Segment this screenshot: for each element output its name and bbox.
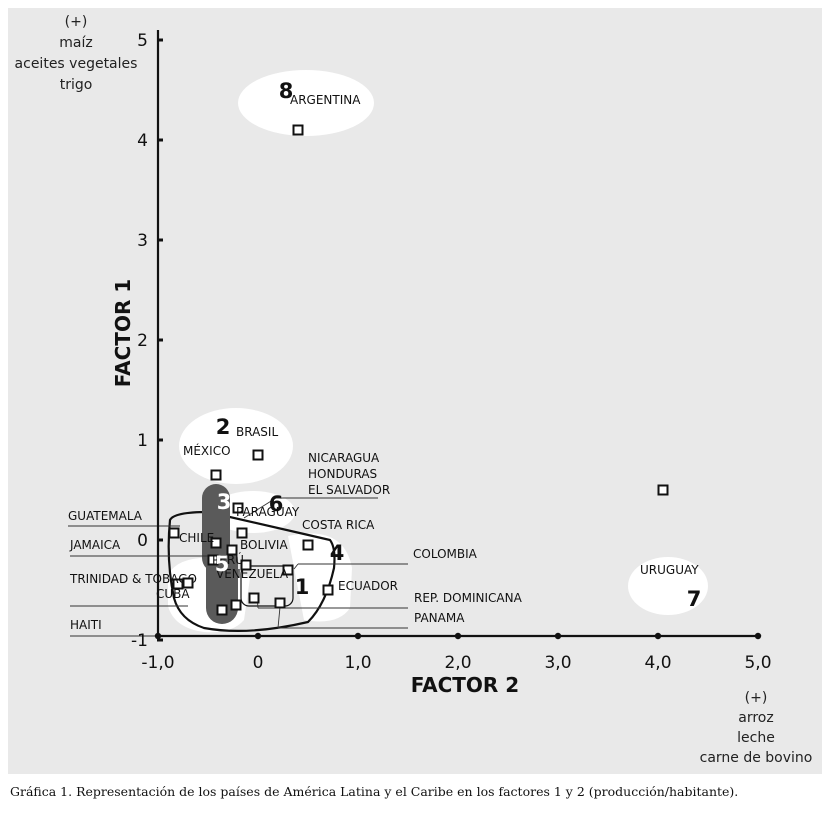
point-bolivia bbox=[226, 544, 238, 556]
point-jamaica bbox=[207, 554, 219, 566]
label-ecuador: ECUADOR bbox=[338, 579, 398, 593]
x-positive-note-line: (+) bbox=[745, 690, 768, 706]
figure-caption: Gráfica 1. Representación de los países … bbox=[10, 784, 739, 799]
label-jamaica: JAMAICA bbox=[69, 538, 121, 552]
axis-notes: (+) maíz aceites vegetales trigo (+) arroz lec… bbox=[15, 14, 813, 766]
cluster-2-region bbox=[179, 408, 293, 484]
label-argentina: ARGENTINA bbox=[290, 93, 361, 107]
x-ticks: -1,0 0 1,0 2,0 3,0 4,0 5,0 bbox=[141, 632, 772, 673]
y-tick-label: 4 bbox=[137, 131, 148, 151]
x-tick-label: 1,0 bbox=[344, 653, 371, 673]
label-uruguay: URUGUAY bbox=[640, 563, 699, 577]
cluster-8-region bbox=[238, 70, 374, 136]
point-rep-dominicana bbox=[248, 592, 260, 604]
x-tick-mark bbox=[654, 632, 662, 640]
scatter-chart: 5 4 3 2 1 0 -1 -1,0 0 1,0 2,0 3,0 4,0 5,0 FACTOR 1 F… bbox=[15, 14, 813, 766]
point-chile bbox=[210, 537, 222, 549]
point-cuba bbox=[182, 577, 194, 589]
group-number-2: 2 bbox=[216, 415, 231, 439]
x-tick-label: 5,0 bbox=[744, 653, 771, 673]
label-colombia: COLOMBIA bbox=[413, 547, 478, 561]
label-venezuela: VENEZUELA bbox=[216, 567, 289, 581]
label-trinidad-tobago: TRINIDAD & TOBAGO bbox=[69, 572, 197, 586]
group-number-8: 8 bbox=[279, 79, 294, 103]
y-positive-note-line: maíz bbox=[59, 35, 92, 51]
y-tick-label: 3 bbox=[137, 231, 148, 251]
label-brasil: BRASIL bbox=[236, 425, 278, 439]
leader-line bbox=[293, 563, 299, 570]
group-number-4: 4 bbox=[330, 541, 345, 565]
label-costa-rica: COSTA RICA bbox=[302, 518, 375, 532]
point-venezuela bbox=[240, 559, 252, 571]
point-haiti bbox=[230, 599, 242, 611]
x-tick-mark bbox=[254, 632, 262, 640]
x-tick-mark bbox=[154, 632, 162, 640]
point-ecuador bbox=[322, 584, 334, 596]
point-uruguay bbox=[657, 484, 669, 496]
y-axis-title: FACTOR 1 bbox=[111, 279, 135, 387]
y-tick-label: 5 bbox=[137, 31, 148, 51]
x-tick-label: 2,0 bbox=[444, 653, 471, 673]
cluster-1-inner-region bbox=[240, 565, 294, 607]
x-tick-label: -1,0 bbox=[141, 653, 174, 673]
label-haiti: HAITI bbox=[70, 618, 102, 632]
x-tick-mark bbox=[354, 632, 362, 640]
x-positive-note-line: arroz bbox=[738, 710, 773, 726]
group-number-1: 1 bbox=[295, 575, 310, 599]
label-panama: PANAMA bbox=[414, 611, 465, 625]
point-panama bbox=[274, 597, 286, 609]
leader-line bbox=[277, 606, 281, 629]
label-leader-lines bbox=[68, 497, 408, 637]
label-paraguay: PARAGUAY bbox=[236, 505, 300, 519]
country-points: ARGENTINA BRASIL MÉXICO NICARAGUA HONDURAS EL… bbox=[68, 93, 699, 632]
point-nicaragua bbox=[232, 502, 244, 514]
group-numbers: 1 2 3 4 5 6 7 8 bbox=[215, 79, 702, 611]
point-guatemala bbox=[168, 527, 180, 539]
y-tick-label: 0 bbox=[137, 531, 148, 551]
point-colombia bbox=[282, 564, 294, 576]
point-costa-rica bbox=[302, 539, 314, 551]
cluster-4-region bbox=[288, 533, 352, 622]
x-tick-mark bbox=[554, 632, 562, 640]
group-number-3: 3 bbox=[217, 490, 232, 514]
x-tick-label: 3,0 bbox=[544, 653, 571, 673]
y-tick-label: 1 bbox=[137, 431, 148, 451]
x-positive-note-line: leche bbox=[737, 730, 775, 746]
group-number-5: 5 bbox=[215, 552, 230, 576]
label-rep-dominicana: REP. DOMINICANA bbox=[414, 591, 523, 605]
label-per: PERÚ bbox=[212, 552, 244, 567]
y-positive-note-line: trigo bbox=[60, 77, 93, 93]
label-cuba: CUBA bbox=[156, 587, 190, 601]
group-number-6: 6 bbox=[269, 492, 284, 516]
cluster-1-region bbox=[167, 510, 336, 633]
y-positive-note-line: aceites vegetales bbox=[15, 56, 138, 72]
group-number-7: 7 bbox=[687, 587, 702, 611]
point-per bbox=[216, 604, 228, 616]
point-paraguay bbox=[236, 527, 248, 539]
x-positive-note-line: carne de bovino bbox=[700, 750, 813, 766]
point-argentina bbox=[292, 124, 304, 136]
label-guatemala: GUATEMALA bbox=[68, 509, 143, 523]
x-tick-label: 0 bbox=[253, 653, 264, 673]
label-el-salvador: EL SALVADOR bbox=[308, 483, 390, 497]
point-brasil bbox=[252, 449, 264, 461]
x-tick-mark bbox=[454, 632, 462, 640]
y-positive-note-line: (+) bbox=[65, 14, 88, 30]
x-tick-mark bbox=[754, 632, 762, 640]
label-honduras: HONDURAS bbox=[308, 467, 377, 481]
axes: 5 4 3 2 1 0 -1 -1,0 0 1,0 2,0 3,0 4,0 5,0 FACTOR 1 F… bbox=[111, 30, 772, 697]
cluster-7-region bbox=[628, 557, 708, 615]
point-m-xico bbox=[210, 469, 222, 481]
y-tick-label: -1 bbox=[131, 631, 148, 651]
figure-panel: 5 4 3 2 1 0 -1 -1,0 0 1,0 2,0 3,0 4,0 5,0 FACTOR 1 F… bbox=[8, 8, 822, 774]
label-chile: CHILE bbox=[179, 531, 214, 545]
x-axis-title: FACTOR 2 bbox=[411, 673, 519, 697]
y-ticks: 5 4 3 2 1 0 -1 bbox=[131, 31, 163, 651]
label-bolivia: BOLIVIA bbox=[240, 538, 288, 552]
x-tick-label: 4,0 bbox=[644, 653, 671, 673]
label-m-xico: MÉXICO bbox=[183, 443, 231, 458]
y-tick-label: 2 bbox=[137, 331, 148, 351]
label-nicaragua: NICARAGUA bbox=[308, 451, 380, 465]
leader-line bbox=[243, 497, 277, 519]
